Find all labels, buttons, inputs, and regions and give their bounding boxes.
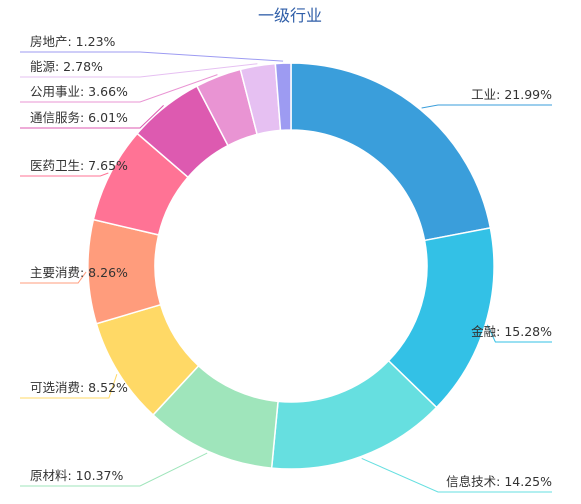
slice-label-可选消费: 可选消费: 8.52% xyxy=(30,380,128,395)
leader-line-主要消费 xyxy=(20,271,87,284)
leader-line-金融 xyxy=(486,324,552,343)
chart-title: 一级行业 xyxy=(258,6,322,25)
slice-label-公用事业: 公用事业: 3.66% xyxy=(30,84,128,99)
slice-label-房地产: 房地产: 1.23% xyxy=(30,34,116,49)
slice-label-原材料: 原材料: 10.37% xyxy=(30,468,123,483)
slice-label-医药卫生: 医药卫生: 7.65% xyxy=(30,158,128,173)
slice-label-通信服务: 通信服务: 6.01% xyxy=(30,110,128,125)
leader-line-能源 xyxy=(20,63,258,78)
slice-label-主要消费: 主要消费: 8.26% xyxy=(30,265,128,280)
leader-line-公用事业 xyxy=(20,74,218,103)
slice-label-能源: 能源: 2.78% xyxy=(30,59,103,74)
slice-工业[interactable] xyxy=(290,62,492,242)
leader-line-房地产 xyxy=(20,51,284,62)
slice-labels: 工业: 21.99% 金融: 15.28% 信息技术: 14.25% 原材料: 10.… xyxy=(30,34,552,489)
slice-label-工业: 工业: 21.99% xyxy=(471,87,552,102)
leader-line-可选消费 xyxy=(20,374,118,399)
slice-label-信息技术: 信息技术: 14.25% xyxy=(446,474,552,489)
leader-line-通信服务 xyxy=(20,105,164,129)
slices xyxy=(87,62,495,470)
leader-lines xyxy=(20,51,552,493)
leader-line-工业 xyxy=(421,104,552,109)
leader-line-医药卫生 xyxy=(20,172,109,177)
leader-line-原材料 xyxy=(20,452,208,487)
slice-房地产[interactable] xyxy=(274,62,292,132)
slice-label-金融: 金融: 15.28% xyxy=(471,324,552,339)
leader-line-信息技术 xyxy=(361,457,552,493)
